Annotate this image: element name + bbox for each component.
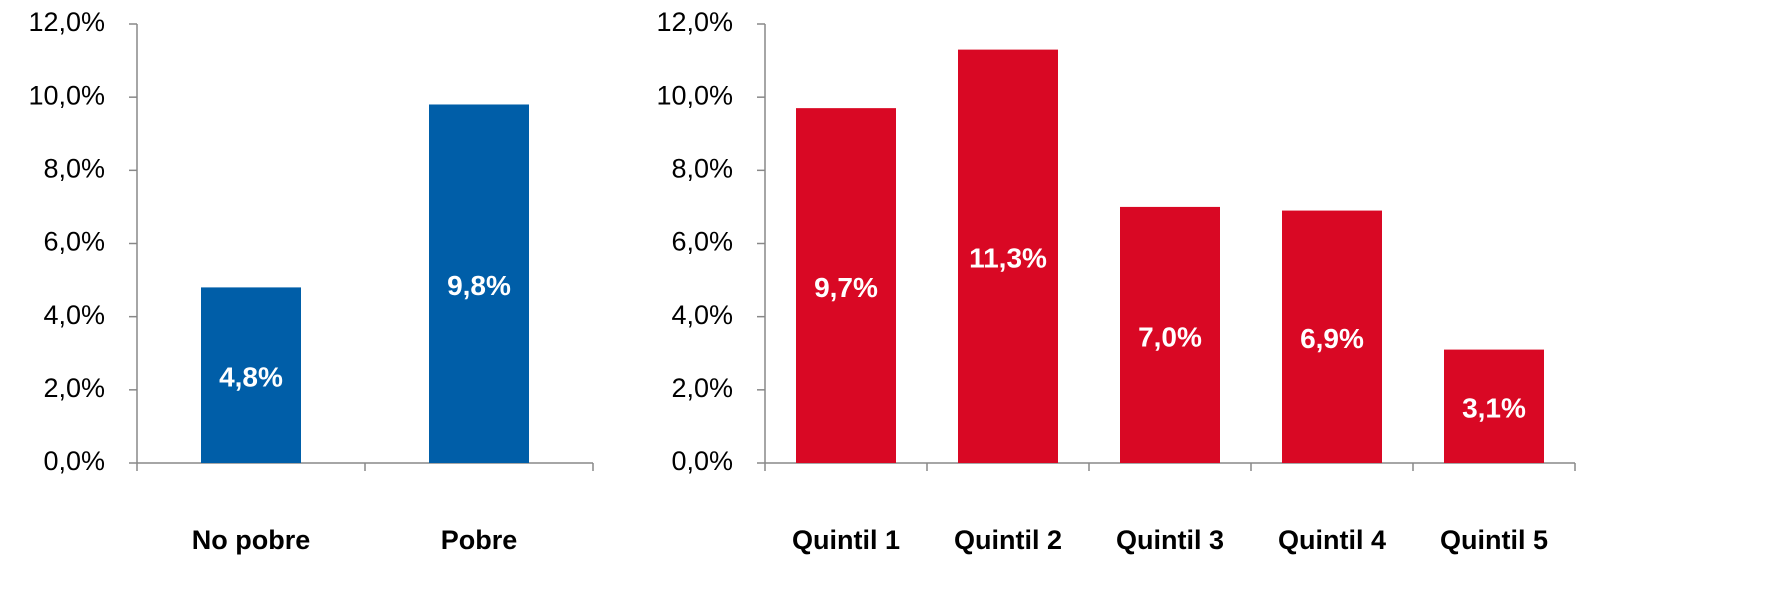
- x-tick-label: Quintil 1: [792, 525, 900, 555]
- bar: [796, 108, 896, 464]
- y-tick-label: 8,0%: [43, 153, 105, 183]
- value-label: 3,1%: [1462, 393, 1526, 424]
- bar: [1120, 206, 1220, 463]
- y-tick-label: 4,0%: [43, 300, 105, 330]
- y-tick-label: 6,0%: [671, 227, 733, 257]
- value-label: 9,8%: [447, 270, 511, 301]
- x-tick-label: No pobre: [192, 525, 311, 555]
- x-tick-label: Quintil 3: [1116, 525, 1224, 555]
- value-label: 6,9%: [1300, 323, 1364, 354]
- bar: [1444, 349, 1544, 463]
- value-label: 7,0%: [1138, 321, 1202, 352]
- x-tick-label: Pobre: [441, 525, 518, 555]
- y-tick-label: 0,0%: [671, 446, 733, 476]
- y-tick-label: 10,0%: [28, 80, 105, 110]
- y-tick-label: 2,0%: [671, 373, 733, 403]
- x-tick-label: Quintil 5: [1440, 525, 1548, 555]
- y-tick-label: 10,0%: [656, 80, 733, 110]
- bar: [1282, 210, 1382, 463]
- y-tick-label: 8,0%: [671, 153, 733, 183]
- value-label: 9,7%: [814, 272, 878, 303]
- x-tick-label: Quintil 4: [1278, 525, 1386, 555]
- value-label: 4,8%: [219, 362, 283, 393]
- y-tick-label: 12,0%: [656, 7, 733, 37]
- bar: [201, 287, 301, 463]
- y-tick-label: 4,0%: [671, 300, 733, 330]
- y-tick-label: 6,0%: [43, 227, 105, 257]
- y-tick-label: 0,0%: [43, 446, 105, 476]
- x-tick-label: Quintil 2: [954, 525, 1062, 555]
- y-tick-label: 2,0%: [43, 373, 105, 403]
- bar: [958, 49, 1058, 463]
- value-label: 11,3%: [969, 243, 1047, 274]
- bar: [429, 104, 529, 463]
- y-tick-label: 12,0%: [28, 7, 105, 37]
